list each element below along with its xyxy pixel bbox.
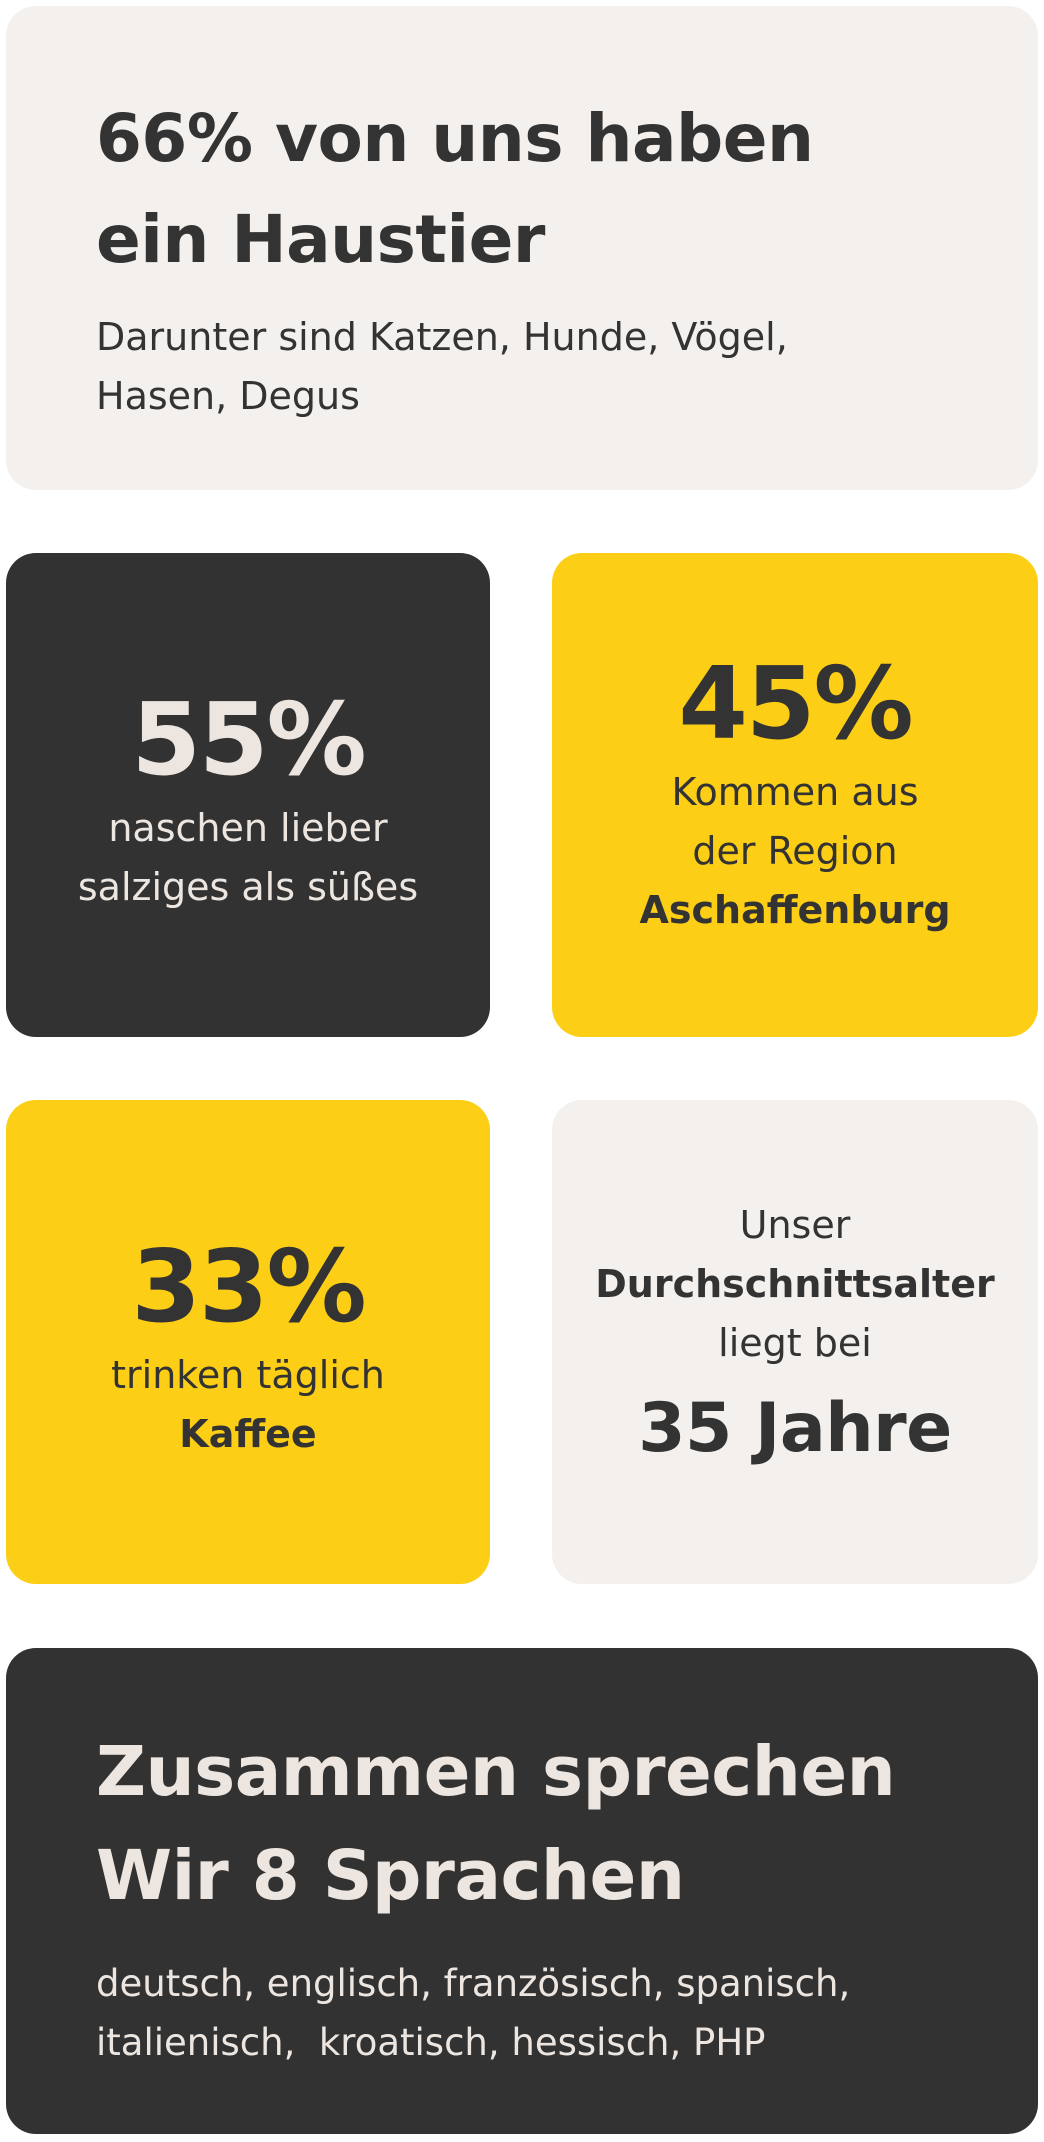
snacks-percent: 55% xyxy=(131,681,366,798)
age-description: Unser Durchschnittsalter liegt bei xyxy=(595,1196,994,1373)
region-content: 45% Kommen aus der Region Aschaffenburg xyxy=(552,553,1038,1037)
pets-heading-line-1: 66% von uns haben xyxy=(96,100,814,177)
coffee-description: trinken täglich Kaffee xyxy=(111,1346,385,1464)
languages-heading: Zusammen sprechen Wir 8 Sprachen xyxy=(96,1720,1038,1928)
languages-card: Zusammen sprechen Wir 8 Sprachen deutsch… xyxy=(6,1648,1038,2134)
age-value: 35 Jahre xyxy=(638,1388,952,1468)
coffee-line-2: Kaffee xyxy=(179,1412,317,1456)
age-line-1: Unser xyxy=(739,1202,851,1247)
pets-description: Darunter sind Katzen, Hunde, Vögel, Hase… xyxy=(96,308,1038,426)
snacks-line-2: salziges als süßes xyxy=(77,865,419,909)
snacks-description: naschen lieber salziges als süßes xyxy=(78,799,418,917)
region-line-2: der Region xyxy=(692,828,898,873)
region-percent: 45% xyxy=(678,644,913,762)
age-line-2: Durchschnittsalter xyxy=(595,1261,995,1306)
pets-description-line-2: Hasen, Degus xyxy=(96,374,360,418)
coffee-percent: 33% xyxy=(131,1228,366,1345)
pets-description-line-1: Darunter sind Katzen, Hunde, Vögel, xyxy=(96,315,788,359)
coffee-line-1: trinken täglich xyxy=(111,1353,385,1397)
languages-list: deutsch, englisch, französisch, spanisch… xyxy=(96,1954,1038,2072)
coffee-card: 33% trinken täglich Kaffee xyxy=(6,1100,490,1584)
coffee-content: 33% trinken täglich Kaffee xyxy=(6,1100,490,1584)
pets-card: 66% von uns haben ein Haustier Darunter … xyxy=(6,6,1038,490)
pets-heading-line-2: ein Haustier xyxy=(96,201,545,278)
snacks-card: 55% naschen lieber salziges als süßes xyxy=(6,553,490,1037)
languages-heading-line-2: Wir 8 Sprachen xyxy=(96,1836,685,1916)
age-content: Unser Durchschnittsalter liegt bei 35 Ja… xyxy=(552,1100,1038,1584)
snacks-content: 55% naschen lieber salziges als süßes xyxy=(6,553,490,1037)
age-card: Unser Durchschnittsalter liegt bei 35 Ja… xyxy=(552,1100,1038,1584)
age-line-3: liegt bei xyxy=(718,1320,872,1365)
languages-heading-line-1: Zusammen sprechen xyxy=(96,1732,896,1812)
region-line-1: Kommen aus xyxy=(671,769,919,814)
region-line-3: Aschaffenburg xyxy=(639,887,951,932)
languages-list-line-2: italienisch, kroatisch, hessisch, PHP xyxy=(96,2021,766,2064)
languages-list-line-1: deutsch, englisch, französisch, spanisch… xyxy=(96,1962,851,2005)
snacks-line-1: naschen lieber xyxy=(108,806,388,850)
region-card: 45% Kommen aus der Region Aschaffenburg xyxy=(552,553,1038,1037)
region-description: Kommen aus der Region Aschaffenburg xyxy=(639,763,950,940)
pets-heading: 66% von uns haben ein Haustier xyxy=(96,88,1038,290)
